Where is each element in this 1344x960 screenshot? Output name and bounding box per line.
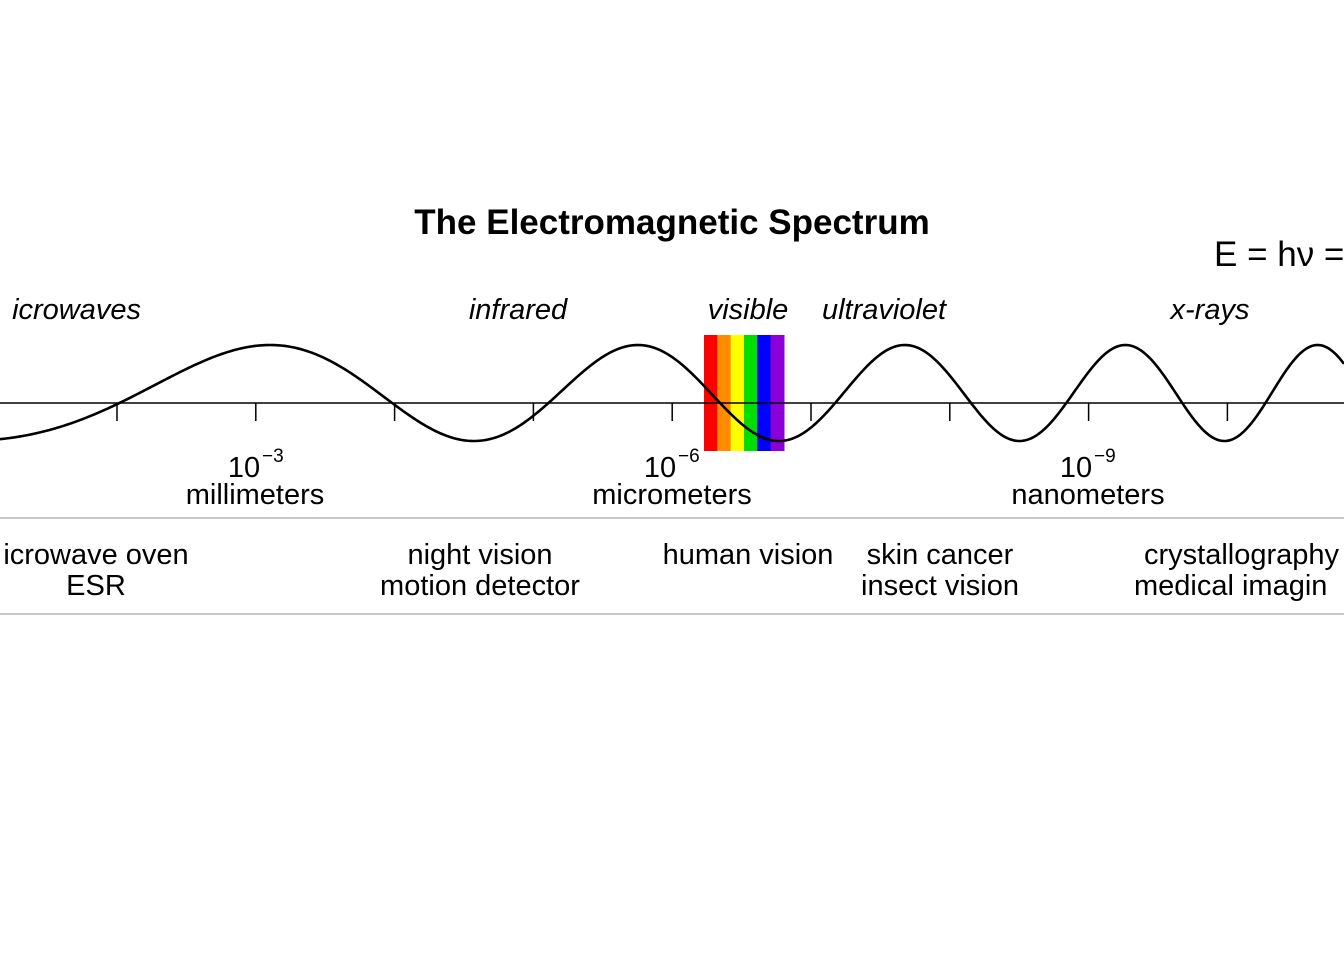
scale-base-nanometers: 10 xyxy=(1060,452,1092,484)
svg-text:10: 10 xyxy=(644,452,676,484)
visible-band-stripe xyxy=(717,335,732,451)
scale-unit-nanometers: nanometers xyxy=(1011,479,1164,511)
region-label-x-rays: x-rays xyxy=(1169,294,1250,326)
region-label-infrared: infrared xyxy=(469,294,568,326)
scale-base-micrometers: 10 xyxy=(644,452,676,484)
scale-exponent-millimeters: −3 xyxy=(262,446,284,467)
application-skin-cancer-line2: insect vision xyxy=(861,570,1019,602)
application-night-vision-line1: night vision xyxy=(407,539,552,571)
svg-text:10: 10 xyxy=(228,452,260,484)
application-microwave-line1: icrowave oven xyxy=(3,539,188,571)
application-night-vision-line2: motion detector xyxy=(380,570,580,602)
diagram-title: The Electromagnetic Spectrum xyxy=(414,203,929,242)
application-human-vision-line1: human vision xyxy=(663,539,834,571)
svg-text:10: 10 xyxy=(1060,452,1092,484)
em-wave-curve xyxy=(0,343,1344,443)
application-microwave-line2: ESR xyxy=(66,570,126,602)
visible-band-stripe xyxy=(757,335,772,451)
region-label-ultraviolet: ultraviolet xyxy=(822,294,948,326)
scale-label-millimeters: 10 −3 millimeters xyxy=(186,446,325,511)
axis-ticks xyxy=(116,403,1229,421)
visible-band-stripe xyxy=(744,335,758,451)
scale-exponent-micrometers: −6 xyxy=(678,446,700,467)
scale-exponent-nanometers: −9 xyxy=(1094,446,1116,467)
scale-label-micrometers: 10 −6 micrometers xyxy=(592,446,752,511)
application-skin-cancer-line1: skin cancer xyxy=(867,539,1014,571)
scale-base-millimeters: 10 xyxy=(228,452,260,484)
visible-band-stripe xyxy=(730,335,745,451)
region-label-visible: visible xyxy=(708,294,789,326)
visible-band-stripe xyxy=(770,335,785,451)
application-crystallography-line1: crystallography xyxy=(1144,539,1340,571)
energy-formula: E = hν = xyxy=(1214,235,1344,274)
scale-unit-micrometers: micrometers xyxy=(592,479,752,511)
application-crystallography-line2: medical imagin xyxy=(1134,570,1327,602)
scale-unit-millimeters: millimeters xyxy=(186,479,325,511)
visible-color-band xyxy=(704,335,785,451)
scale-label-nanometers: 10 −9 nanometers xyxy=(1011,446,1164,511)
region-label-microwaves: icrowaves xyxy=(12,294,141,326)
